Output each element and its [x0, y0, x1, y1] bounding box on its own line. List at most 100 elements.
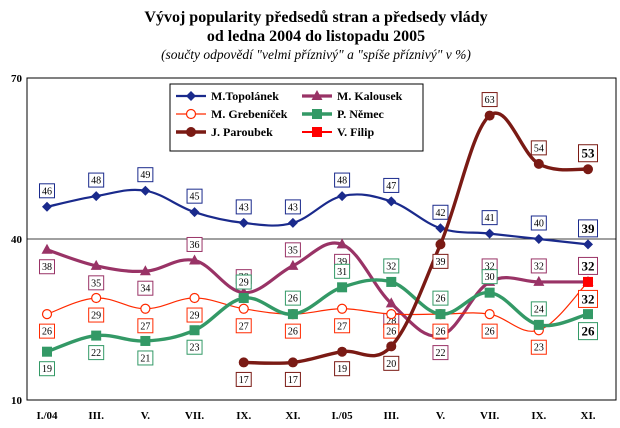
- data-point: [386, 309, 397, 320]
- data-label-box: [137, 280, 154, 296]
- series-m-topol-nek: 46 48 49 45 43 43 48 47 42 41 40 39: [39, 167, 598, 250]
- data-point: [140, 335, 151, 346]
- data-label: 26: [435, 294, 445, 305]
- legend-entry: J. Paroubek: [176, 125, 273, 139]
- data-label: 22: [91, 348, 101, 359]
- data-label-box: [235, 318, 252, 334]
- data-label-box: [578, 144, 598, 163]
- series-j-paroubek: 17 17 19 20 39 63 54 53: [235, 92, 598, 387]
- data-label: 31: [337, 267, 347, 278]
- data-point: [238, 303, 249, 314]
- data-label: 26: [435, 327, 445, 338]
- data-label: 36: [190, 240, 200, 251]
- data-point: [583, 309, 593, 320]
- data-label: 48: [91, 176, 101, 187]
- data-label-box: [88, 307, 105, 323]
- series-line: [243, 111, 589, 365]
- data-point: [533, 234, 544, 244]
- series-line: [46, 278, 589, 354]
- data-label: 53: [582, 146, 596, 161]
- data-point: [484, 287, 495, 298]
- data-label: 21: [140, 353, 150, 364]
- legend-label: P. Němec: [337, 107, 385, 121]
- data-point: [385, 297, 397, 308]
- series-line: [46, 281, 589, 332]
- data-label-box: [530, 301, 547, 317]
- series-layer: 46 48 49 45 43 43 48 47 42 41 40 39 38 35 34 36 30 35 39 28…: [39, 92, 598, 387]
- data-label-box: [88, 275, 105, 291]
- data-point: [287, 357, 298, 368]
- series-p-n-mec: 19 22 21 23 29 26 31 32 26 30 24 26: [39, 258, 598, 377]
- series-m-greben-ek: 26 29 27 29 27 26 27 26 26 26 23 32: [39, 276, 598, 355]
- data-label: 20: [386, 359, 396, 370]
- data-point: [435, 223, 446, 234]
- data-label: 48: [337, 176, 347, 187]
- data-label: 32: [582, 291, 595, 306]
- legend-label: M. Kalousek: [337, 89, 403, 103]
- data-label: 35: [91, 278, 101, 289]
- data-point: [238, 217, 249, 228]
- data-label-box: [186, 339, 203, 355]
- x-tick-label: V.: [436, 410, 446, 422]
- data-label: 39: [435, 257, 445, 268]
- data-label-box: [284, 323, 301, 339]
- data-label-box: [481, 92, 498, 108]
- data-label-box: [186, 188, 203, 204]
- data-label-box: [432, 345, 449, 361]
- chart-subtitle: (součty odpovědí "velmi příznivý" a "spí…: [161, 47, 471, 62]
- data-point: [41, 309, 53, 320]
- x-tick-label: III.: [88, 410, 104, 422]
- data-label: 39: [337, 257, 347, 268]
- data-label-box: [530, 215, 547, 231]
- data-label: 26: [288, 294, 298, 305]
- data-label: 40: [534, 219, 544, 230]
- x-tick-label: VII.: [185, 410, 205, 422]
- data-label-box: [39, 259, 55, 275]
- data-label-box: [383, 177, 400, 193]
- data-point: [42, 201, 52, 212]
- legend-entry: V. Filip: [302, 125, 374, 139]
- x-tick-label: I./04: [36, 410, 58, 422]
- data-point: [583, 239, 593, 250]
- data-label-box: [186, 236, 203, 252]
- data-label-box: [530, 339, 547, 355]
- data-point: [238, 357, 249, 368]
- data-label: 45: [190, 192, 200, 203]
- data-label-box: [334, 263, 351, 279]
- data-label-box: [284, 242, 301, 258]
- y-axis: 10 40 70: [11, 73, 23, 407]
- data-point: [42, 346, 52, 357]
- data-label: 54: [534, 143, 544, 154]
- data-point: [186, 127, 196, 137]
- data-label-box: [432, 253, 449, 269]
- data-label-box: [481, 269, 498, 285]
- data-point: [386, 341, 397, 352]
- data-point: [312, 127, 322, 137]
- data-label: 30: [485, 272, 495, 283]
- data-label-box: [88, 345, 105, 361]
- data-label-box: [235, 371, 252, 387]
- data-label: 27: [337, 321, 347, 332]
- data-label: 34: [140, 284, 150, 295]
- y-tick-label: 10: [11, 395, 23, 407]
- data-point: [140, 303, 151, 314]
- data-label: 26: [386, 327, 396, 338]
- data-label: 63: [485, 95, 495, 106]
- data-point: [583, 164, 593, 175]
- data-label-box: [530, 258, 547, 274]
- data-point: [139, 265, 151, 276]
- data-point: [91, 191, 102, 202]
- data-label: 29: [190, 311, 200, 322]
- data-label: 46: [42, 186, 52, 197]
- data-label: 17: [288, 375, 298, 386]
- data-label: 49: [140, 170, 150, 181]
- data-point: [337, 346, 348, 357]
- data-label: 22: [435, 348, 445, 359]
- y-tick-label: 40: [11, 234, 23, 246]
- data-label: 29: [91, 311, 101, 322]
- legend-box: [169, 83, 424, 152]
- data-point: [435, 239, 446, 250]
- legend-entry: M. Kalousek: [302, 89, 403, 103]
- data-point: [484, 309, 495, 320]
- data-label-box: [186, 307, 203, 323]
